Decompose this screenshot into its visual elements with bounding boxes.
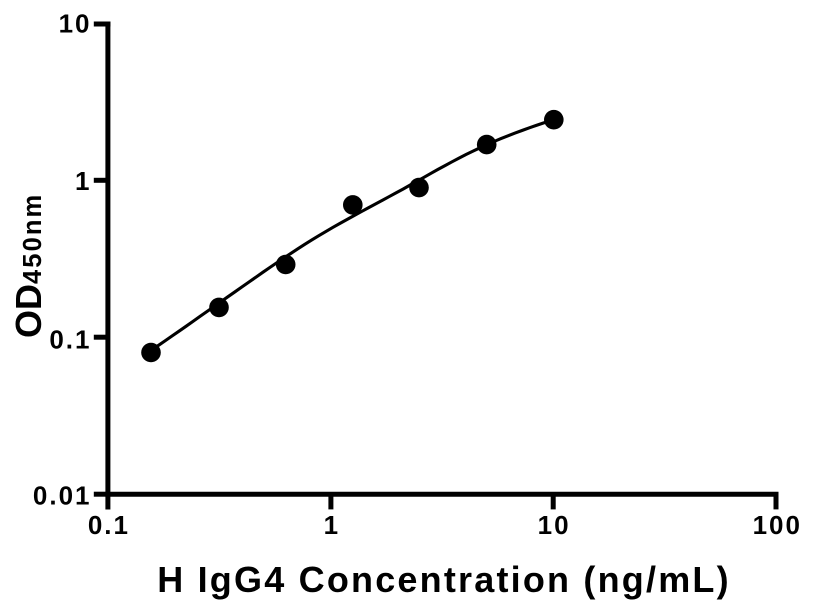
svg-text:0.1: 0.1 <box>49 325 91 355</box>
svg-text:0.1: 0.1 <box>88 510 130 540</box>
svg-text:100: 100 <box>753 510 802 540</box>
svg-text:10: 10 <box>538 510 571 540</box>
svg-text:1: 1 <box>75 166 91 196</box>
svg-text:H IgG4 Concentration (ng/mL): H IgG4 Concentration (ng/mL) <box>157 559 731 600</box>
svg-text:10: 10 <box>59 9 92 39</box>
svg-text:1: 1 <box>324 510 340 540</box>
svg-text:0.01: 0.01 <box>33 481 92 511</box>
